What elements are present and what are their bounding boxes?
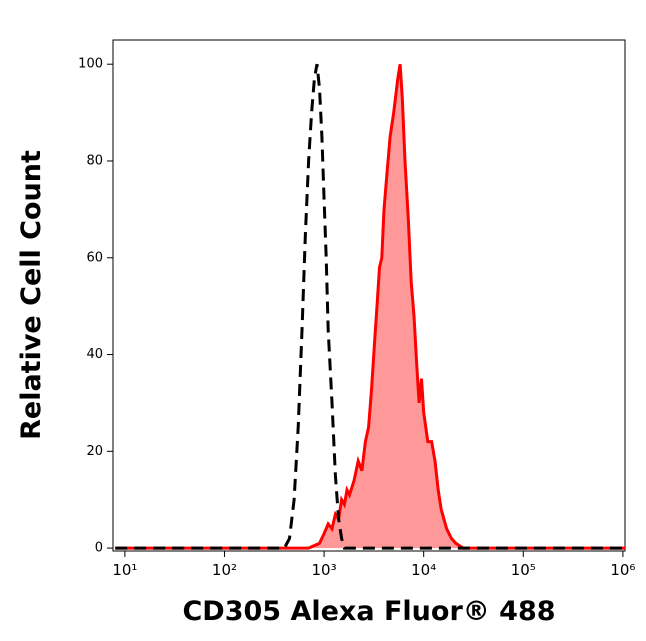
y-tick-label: 40 [86,347,103,362]
y-tick-label: 100 [78,57,103,72]
x-tick-label: 10⁶ [610,561,635,579]
y-tick-label: 80 [86,153,103,168]
y-tick-label: 60 [86,250,103,265]
y-tick-label: 20 [86,444,103,459]
y-tick-label: 0 [95,541,103,556]
line [115,63,625,550]
x-tick-label: 10⁵ [511,561,536,579]
line [115,63,625,550]
x-axis-label: CD305 Alexa Fluor® 488 [182,596,555,627]
x-tick-label: 10³ [312,561,337,579]
plot-frame [112,39,626,552]
x-tick-label: 10¹ [112,561,137,579]
x-tick-label: 10⁴ [411,561,436,579]
y-axis-label: Relative Cell Count [16,150,47,440]
area [115,64,625,549]
x-tick-label: 10² [212,561,237,579]
